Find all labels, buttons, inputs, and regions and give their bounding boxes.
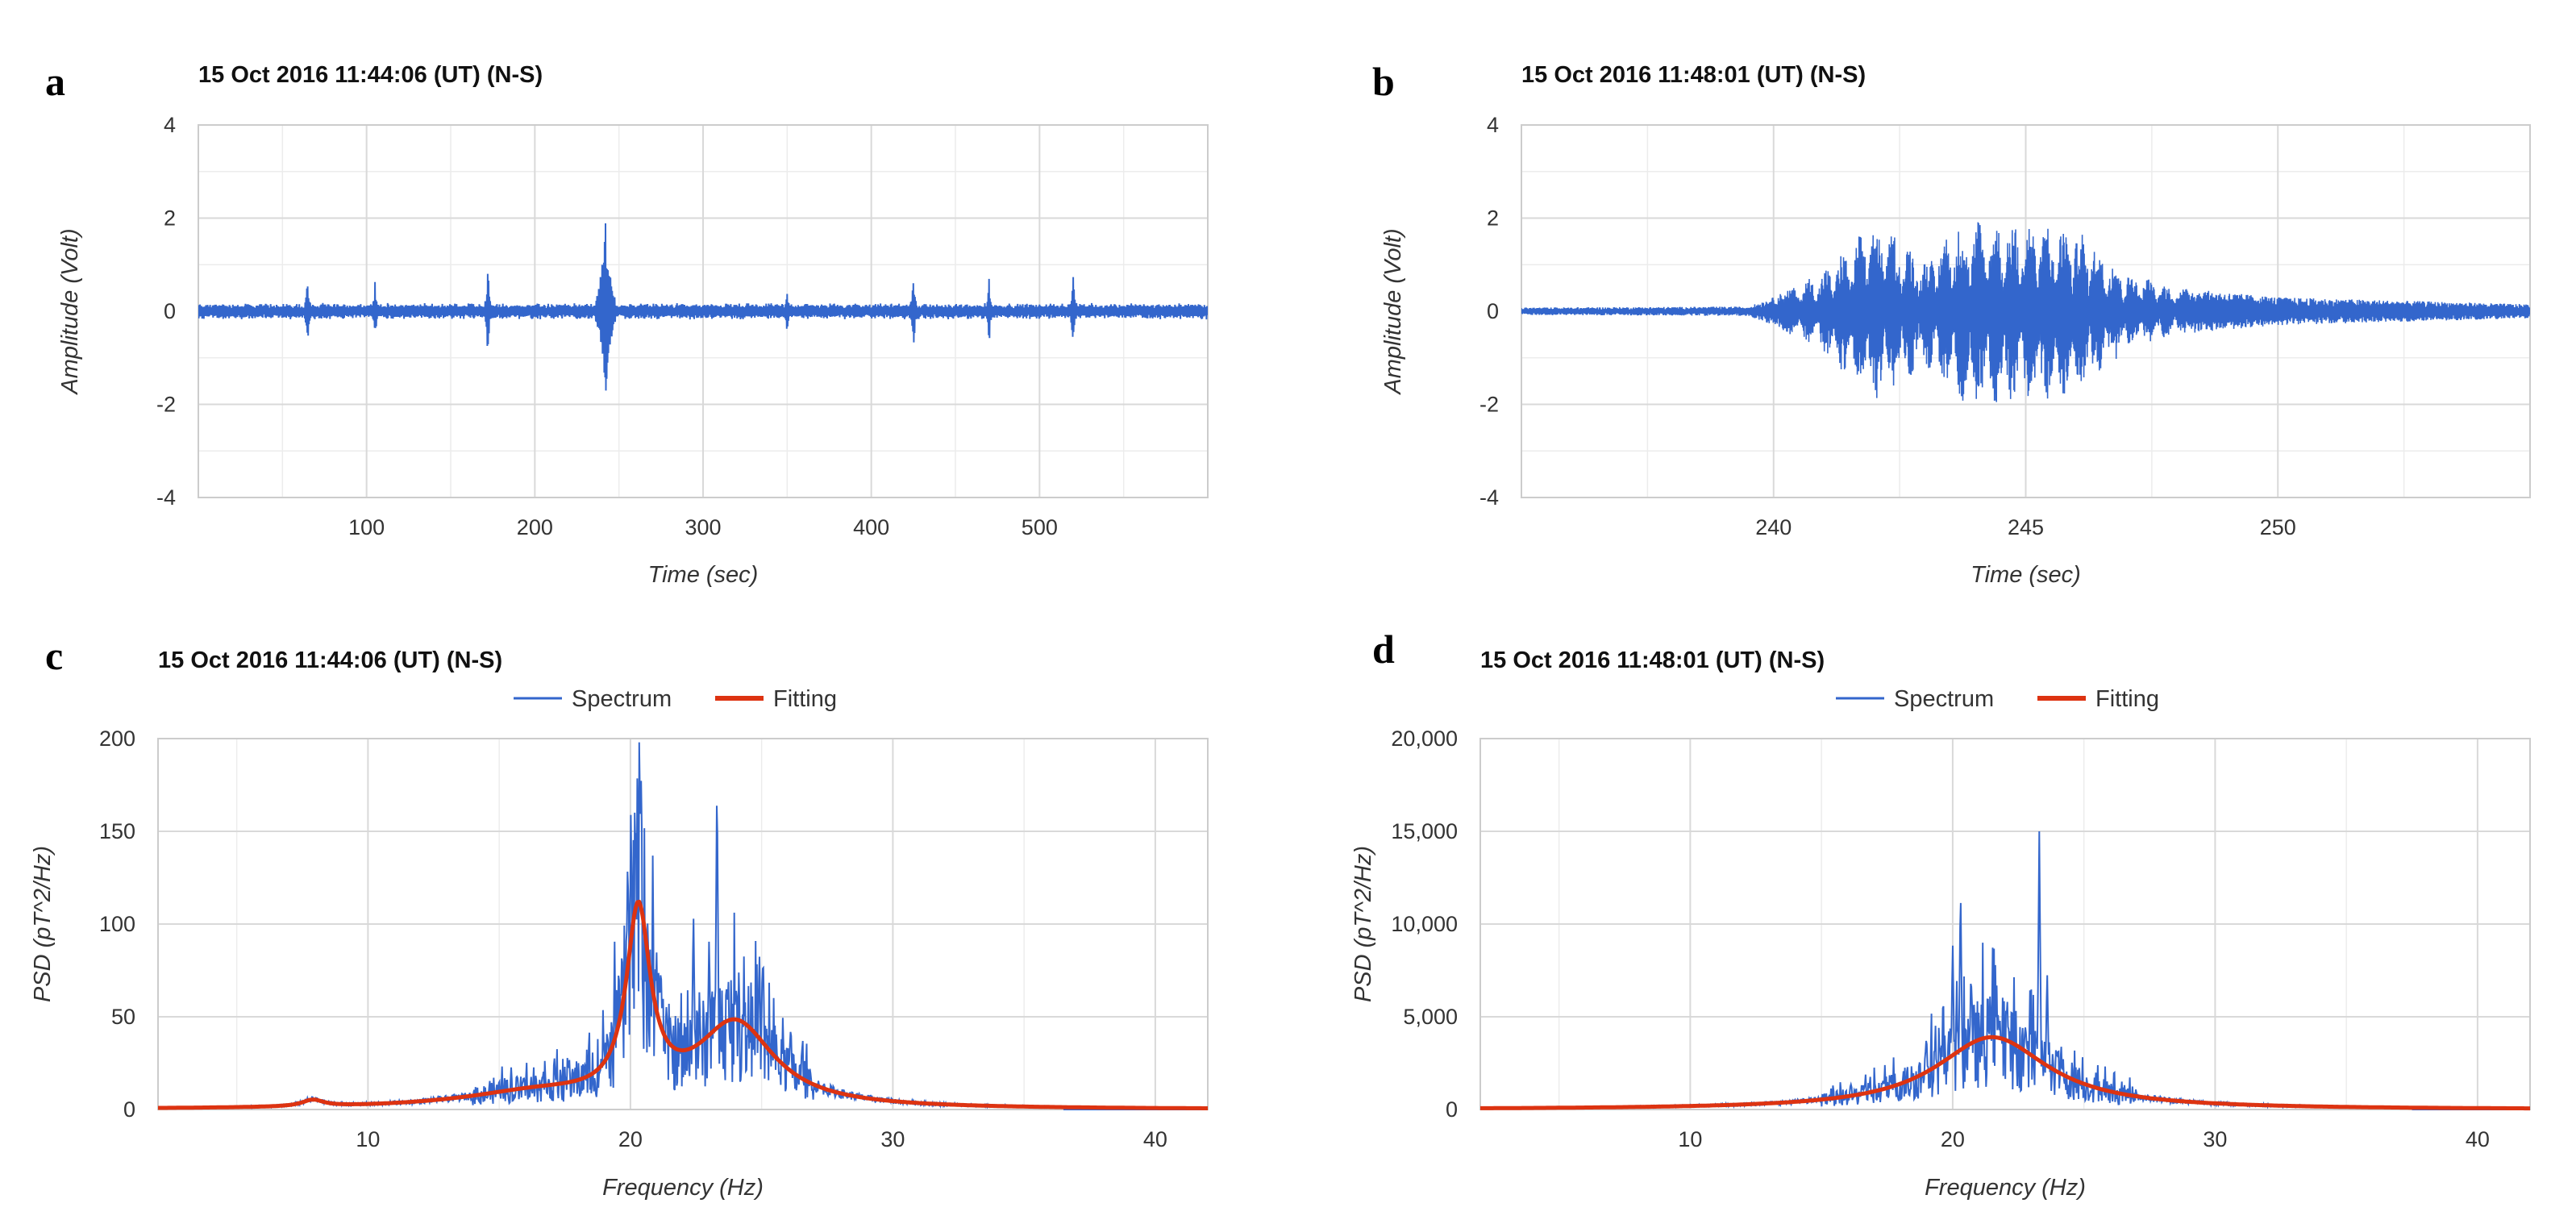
y-tick-label: 100 <box>99 912 135 936</box>
x-tick-label: 250 <box>2260 515 2296 539</box>
y-tick-label: -4 <box>1479 485 1499 510</box>
y-tick-label: 15,000 <box>1391 819 1458 843</box>
chart-title: 15 Oct 2016 11:48:01 (UT) (N-S) <box>1521 62 1866 88</box>
y-tick-label: -2 <box>156 393 176 417</box>
series-line-spectrum <box>1480 831 2412 1110</box>
x-axis-label: Frequency (Hz) <box>1925 1175 2086 1201</box>
x-axis-label: Time (sec) <box>648 562 759 588</box>
x-tick-label: 10 <box>1678 1127 1702 1151</box>
series-line-signal <box>1521 222 2530 402</box>
plot-frame <box>157 738 1209 1110</box>
chart-c: 15 Oct 2016 11:44:06 (UT) (N-S)200150100… <box>30 647 1209 1201</box>
y-tick-label: 0 <box>1446 1097 1458 1122</box>
y-axis-label: Amplitude (Volt) <box>57 228 83 395</box>
x-tick-label: 40 <box>1143 1127 1167 1151</box>
x-tick-label: 100 <box>348 515 385 539</box>
x-tick-label: 245 <box>2008 515 2044 539</box>
panel-letter-d: d <box>1372 627 1395 672</box>
legend-label-fitting: Fitting <box>773 686 837 712</box>
x-tick-label: 240 <box>1755 515 1792 539</box>
x-tick-label: 20 <box>618 1127 643 1151</box>
x-tick-label: 20 <box>1941 1127 1965 1151</box>
chart-b: 15 Oct 2016 11:48:01 (UT) (N-S) 4 2 0 -2 -4 24… <box>1380 62 2531 588</box>
y-tick-label: 0 <box>123 1097 135 1122</box>
series-line-fitting <box>1480 1035 2530 1111</box>
x-tick-label: 30 <box>880 1127 905 1151</box>
x-tick-label: 200 <box>517 515 553 539</box>
y-tick-label: 50 <box>111 1005 135 1029</box>
x-tick-label: 500 <box>1022 515 1058 539</box>
y-axis-label: PSD (pT^2/Hz) <box>1350 846 1376 1002</box>
y-tick-label: 4 <box>1487 113 1499 137</box>
y-tick-label: 2 <box>1487 206 1499 231</box>
y-tick-label: 0 <box>1487 299 1499 323</box>
y-tick-label: 20,000 <box>1391 726 1458 751</box>
y-tick-label: -4 <box>156 485 176 510</box>
y-tick-label: 5,000 <box>1403 1005 1458 1029</box>
y-axis-label: Amplitude (Volt) <box>1380 228 1406 395</box>
x-tick-label: 400 <box>853 515 889 539</box>
chart-title: 15 Oct 2016 11:48:01 (UT) (N-S) <box>1480 647 1825 673</box>
y-tick-label: 0 <box>164 299 176 323</box>
y-tick-label: 150 <box>99 819 135 843</box>
y-tick-label: 10,000 <box>1391 912 1458 936</box>
series-line-signal <box>198 223 1208 391</box>
legend-label-fitting: Fitting <box>2095 686 2159 712</box>
x-tick-label: 10 <box>356 1127 380 1151</box>
panel-letter-a: a <box>45 59 65 104</box>
y-tick-label: 200 <box>99 726 135 751</box>
x-axis-label: Frequency (Hz) <box>602 1175 764 1201</box>
legend-label-spectrum: Spectrum <box>572 686 672 712</box>
chart-title: 15 Oct 2016 11:44:06 (UT) (N-S) <box>198 62 543 88</box>
chart-d: 15 Oct 2016 11:48:01 (UT) (N-S) 20,000 15,… <box>1350 647 2531 1201</box>
y-tick-label: 2 <box>164 206 176 231</box>
y-tick-label: 4 <box>164 113 176 137</box>
panel-letter-c: c <box>45 633 63 678</box>
x-tick-label: 40 <box>2466 1127 2490 1151</box>
panel-letter-b: b <box>1372 59 1395 104</box>
x-tick-label: 300 <box>685 515 721 539</box>
chart-a: 15 Oct 2016 11:44:06 (UT) (N-S) 4 2 0 -2 -4 10… <box>57 62 1209 588</box>
legend-label-spectrum: Spectrum <box>1894 686 1994 712</box>
plot-frame <box>1479 738 2531 1110</box>
series-line-fitting <box>158 899 1208 1110</box>
x-tick-label: 30 <box>2203 1127 2227 1151</box>
y-axis-label: PSD (pT^2/Hz) <box>30 846 56 1002</box>
y-tick-label: -2 <box>1479 393 1499 417</box>
chart-title: 15 Oct 2016 11:44:06 (UT) (N-S) <box>158 647 502 673</box>
x-axis-label: Time (sec) <box>1970 562 2081 588</box>
